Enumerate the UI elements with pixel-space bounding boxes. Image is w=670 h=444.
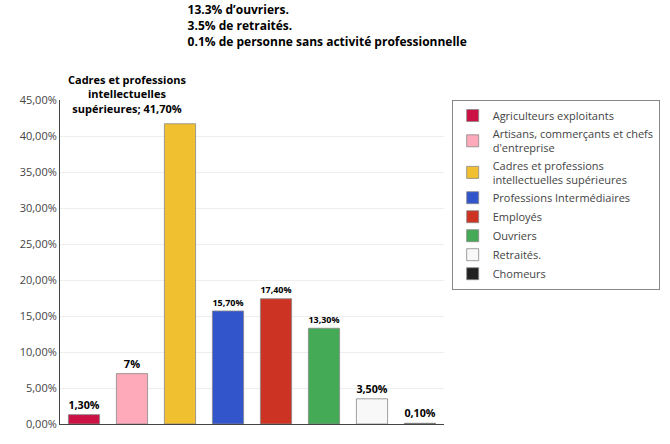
- svg-text:Agriculteurs exploitants: Agriculteurs exploitants: [493, 108, 614, 123]
- svg-text:0,10%: 0,10%: [404, 406, 435, 420]
- svg-text:3,50%: 3,50%: [356, 382, 387, 396]
- svg-text:7%: 7%: [124, 356, 140, 371]
- svg-text:30,00%: 30,00%: [20, 200, 57, 215]
- svg-text:5,00%: 5,00%: [26, 380, 57, 395]
- svg-text:17,40%: 17,40%: [260, 283, 291, 296]
- svg-text:Employés: Employés: [493, 209, 542, 224]
- svg-text:Cadres et professionsintellect: Cadres et professionsintellectuelles sup…: [493, 158, 627, 187]
- svg-text:13,30%: 13,30%: [308, 313, 339, 326]
- svg-text:35,00%: 35,00%: [20, 164, 57, 179]
- svg-text:15,00%: 15,00%: [20, 308, 57, 323]
- svg-text:0,00%: 0,00%: [26, 416, 57, 431]
- svg-text:20,00%: 20,00%: [20, 272, 57, 287]
- svg-text:25,00%: 25,00%: [20, 236, 57, 251]
- svg-text:1,30%: 1,30%: [68, 398, 99, 412]
- svg-text:13.3% d’ouvriers.3.5% de retra: 13.3% d’ouvriers.3.5% de retraités.0.1% …: [188, 1, 467, 49]
- svg-text:Chomeurs: Chomeurs: [493, 266, 546, 281]
- svg-text:Cadres et professionsintellect: Cadres et professionsintellectuellessupé…: [68, 72, 186, 116]
- svg-text:Retraités.: Retraités.: [493, 247, 542, 262]
- svg-text:40,00%: 40,00%: [20, 128, 57, 143]
- svg-text:45,00%: 45,00%: [20, 92, 57, 107]
- svg-text:Artisans, commerçants et chefs: Artisans, commerçants et chefsd'entrepri…: [493, 126, 653, 155]
- svg-text:10,00%: 10,00%: [20, 344, 57, 359]
- svg-text:Professions Intermédiaires: Professions Intermédiaires: [493, 190, 630, 205]
- svg-text:Ouvriers: Ouvriers: [493, 228, 537, 243]
- svg-text:15,70%: 15,70%: [212, 296, 243, 309]
